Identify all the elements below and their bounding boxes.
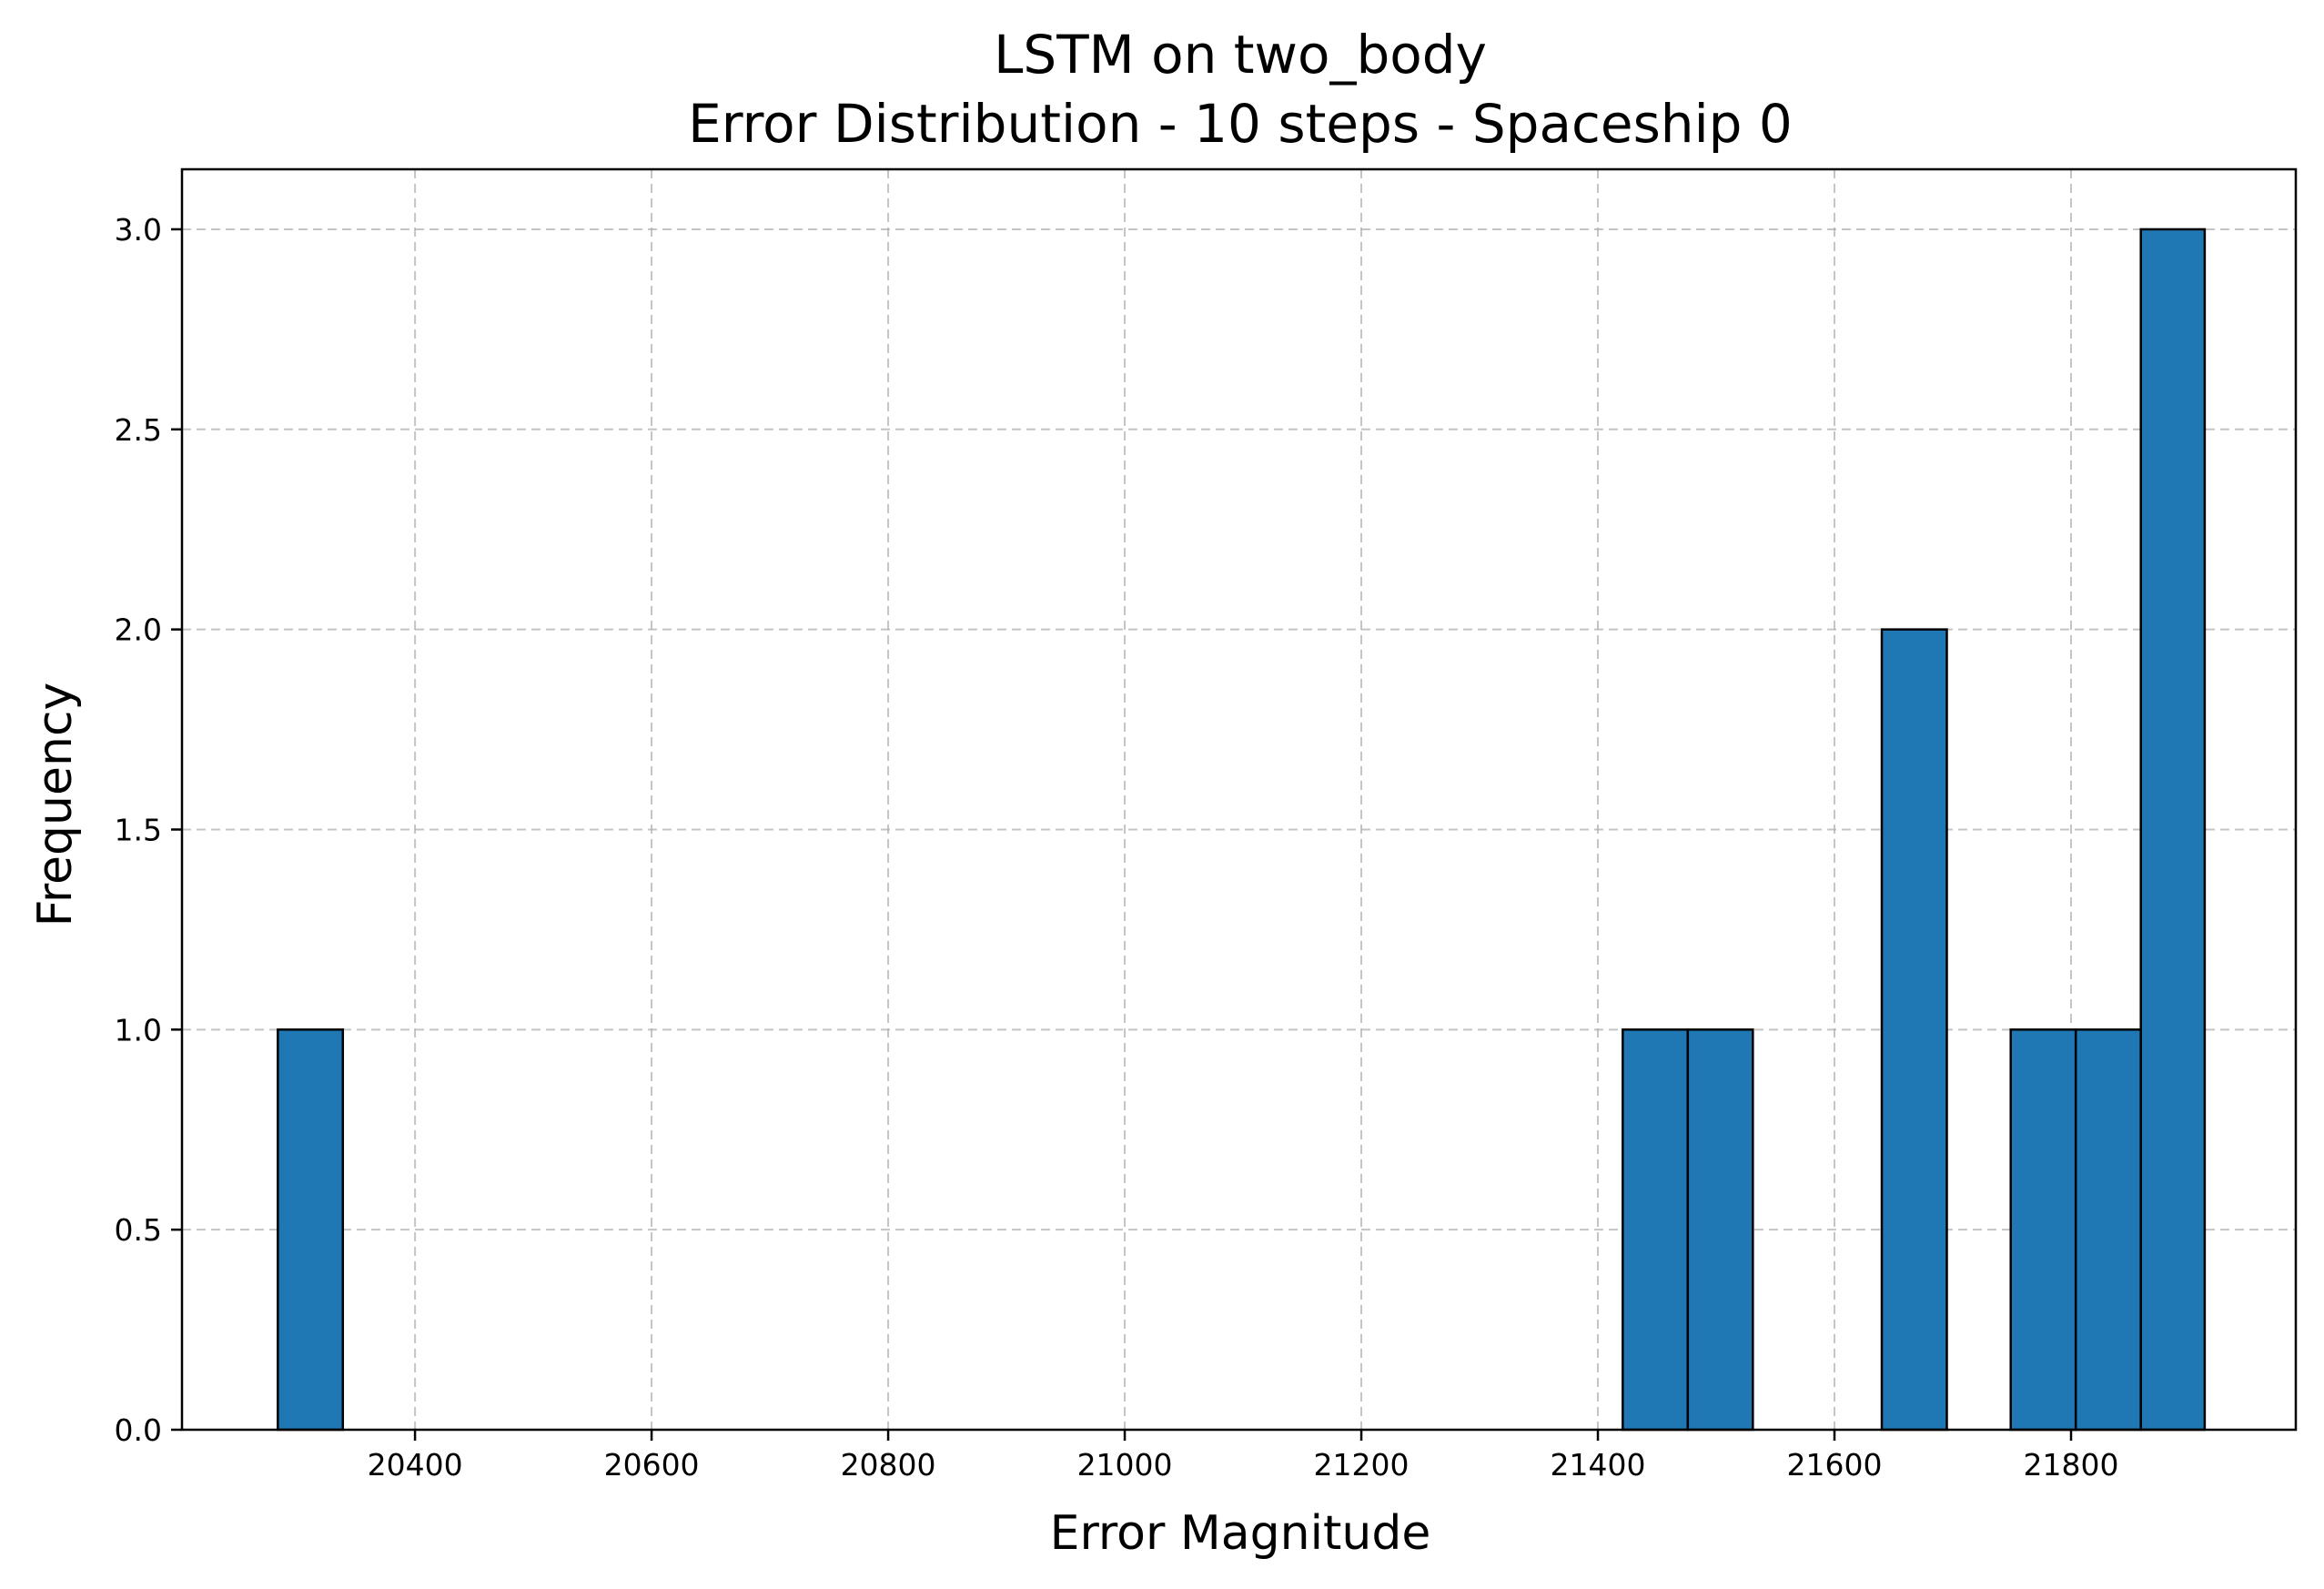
x-tick-label-3: 21000: [1077, 1447, 1173, 1483]
histogram-bar-4: [2009, 1028, 2077, 1432]
plot-axes: [180, 167, 2298, 1432]
y-tick-label-0: 0.0: [115, 1412, 162, 1448]
histogram-bar-1: [1622, 1028, 1690, 1432]
x-tick-label-2: 20800: [841, 1447, 936, 1483]
histogram-bar-3: [1880, 628, 1948, 1432]
chart-subtitle: Error Distribution - 10 steps - Spaceshi…: [688, 93, 1793, 155]
plot-frame: [180, 167, 2298, 1432]
y-axis-label: Frequency: [28, 683, 83, 927]
histogram-bar-0: [277, 1028, 345, 1432]
y-tick-label-2: 1.0: [115, 1012, 162, 1048]
x-tick-label-7: 21800: [2024, 1447, 2119, 1483]
x-tick-label-4: 21200: [1314, 1447, 1410, 1483]
chart-title: LSTM on two_body: [994, 24, 1487, 86]
y-tick-label-3: 1.5: [115, 812, 162, 847]
y-axis-ticks: 0.0 0.5 1.0 1.5 2.0 2.5 3.0: [115, 212, 182, 1448]
x-tick-label-6: 21600: [1787, 1447, 1883, 1483]
y-tick-label-5: 2.5: [115, 412, 162, 448]
x-axis-ticks: 20400 20600 20800 21000 21200 21400 21600 21800: [368, 1430, 2119, 1483]
histogram-bar-5: [2074, 1028, 2142, 1432]
x-tick-label-5: 21400: [1551, 1447, 1646, 1483]
x-axis-label: Error Magnitude: [1050, 1506, 1431, 1561]
histogram-bar-6: [2139, 228, 2207, 1432]
histogram-bars: [277, 228, 2207, 1432]
y-tick-label-4: 2.0: [115, 612, 162, 648]
y-tick-label-1: 0.5: [115, 1212, 162, 1248]
y-tick-label-6: 3.0: [115, 212, 162, 248]
x-tick-label-0: 20400: [368, 1447, 463, 1483]
x-tick-label-1: 20600: [604, 1447, 700, 1483]
histogram-bar-2: [1686, 1028, 1754, 1432]
